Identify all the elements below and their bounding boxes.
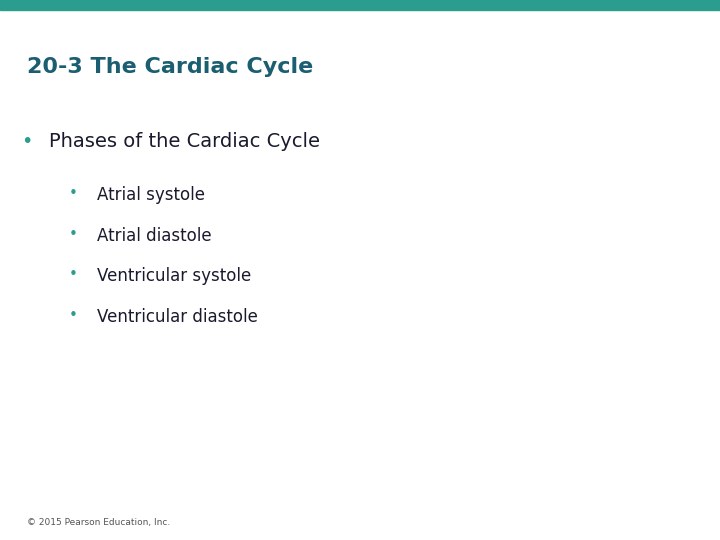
Text: Phases of the Cardiac Cycle: Phases of the Cardiac Cycle (49, 132, 320, 151)
Text: Atrial diastole: Atrial diastole (97, 227, 212, 245)
Text: •: • (68, 267, 77, 282)
Bar (0, 0, 720, 10)
Text: •: • (68, 308, 77, 323)
Text: Atrial systole: Atrial systole (97, 186, 205, 204)
Text: 20-3 The Cardiac Cycle: 20-3 The Cardiac Cycle (27, 57, 314, 77)
Text: © 2015 Pearson Education, Inc.: © 2015 Pearson Education, Inc. (27, 517, 171, 526)
Text: Ventricular diastole: Ventricular diastole (97, 308, 258, 326)
Text: •: • (68, 227, 77, 242)
Text: Ventricular systole: Ventricular systole (97, 267, 251, 285)
Text: •: • (68, 186, 77, 201)
Text: •: • (22, 132, 33, 151)
